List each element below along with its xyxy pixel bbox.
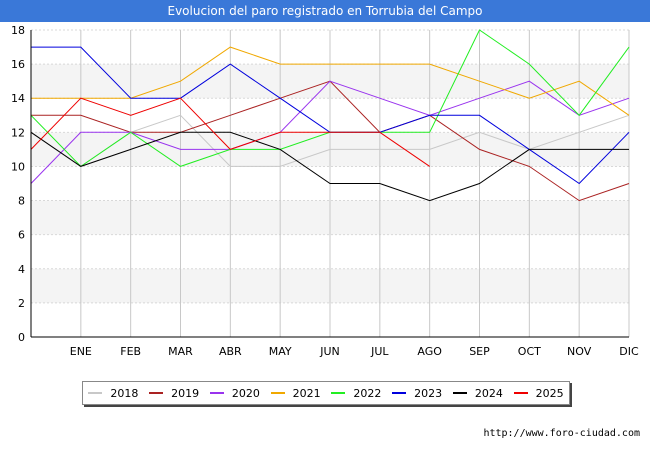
legend-item-2021: 2021 — [270, 386, 321, 400]
y-tick-label: 18 — [11, 24, 25, 37]
y-tick-label: 4 — [18, 263, 25, 276]
x-tick-label: SEP — [469, 345, 490, 358]
y-tick-label: 2 — [18, 297, 25, 310]
y-tick-label: 6 — [18, 229, 25, 242]
legend-label: 2023 — [414, 386, 443, 400]
legend-label: 2021 — [292, 386, 321, 400]
x-tick-label: JUN — [319, 345, 340, 358]
x-tick-label: ENE — [70, 345, 92, 358]
line-chart: 0 2 4 6 8 10 12 14 16 18 ENE FEB MAR ABR MAY JUN JUL AGO… — [11, 24, 639, 358]
legend-swatch — [209, 392, 224, 394]
x-axis-ticks: ENE FEB MAR ABR MAY JUN JUL AGO SEP OCT NOV DIC — [70, 345, 639, 358]
series-lines — [30, 29, 630, 202]
legend-label: 2019 — [171, 386, 200, 400]
legend-item-2019: 2019 — [149, 387, 199, 400]
legend-swatch — [452, 392, 467, 394]
legend-swatch — [513, 392, 528, 394]
legend: 2018 2019 2020 2021 2022 2023 2024 2025 — [82, 381, 570, 405]
series-line-2024 — [30, 131, 629, 202]
series-line-2025 — [30, 97, 430, 167]
x-tick-label: FEB — [120, 345, 141, 358]
legend-item-2024: 2024 — [452, 386, 503, 400]
x-tick-label: AGO — [417, 345, 442, 358]
chart-title: Evolucion del paro registrado en Torrubi… — [0, 0, 650, 22]
x-tick-label: DIC — [619, 345, 639, 358]
legend-item-2025: 2025 — [513, 386, 564, 400]
legend-label: 2022 — [353, 386, 382, 400]
legend-swatch — [149, 392, 164, 394]
y-tick-label: 0 — [18, 331, 25, 344]
legend-item-2022: 2022 — [331, 387, 381, 400]
x-tick-label: OCT — [518, 345, 541, 358]
legend-item-2018: 2018 — [88, 387, 138, 400]
legend-label: 2025 — [535, 386, 564, 400]
legend-label: 2018 — [110, 386, 139, 400]
y-tick-label: 8 — [18, 195, 25, 208]
legend-item-2023: 2023 — [392, 387, 442, 400]
x-tick-label: NOV — [567, 345, 592, 358]
y-axis-ticks: 0 2 4 6 8 10 12 14 16 18 — [11, 24, 25, 344]
legend-swatch — [331, 392, 346, 394]
legend-item-2020: 2020 — [209, 386, 260, 400]
source-url: http://www.foro-ciudad.com — [483, 428, 640, 439]
legend-label: 2024 — [474, 386, 503, 400]
x-tick-label: ABR — [219, 345, 242, 358]
legend-swatch — [88, 392, 103, 394]
legend-label: 2020 — [231, 386, 260, 400]
x-tick-label: JUL — [370, 345, 389, 358]
x-tick-label: MAR — [168, 345, 193, 358]
x-tick-label: MAY — [269, 345, 292, 358]
y-tick-label: 10 — [11, 160, 25, 173]
y-tick-label: 16 — [11, 58, 25, 71]
legend-swatch — [392, 392, 407, 394]
y-tick-label: 12 — [11, 126, 25, 139]
legend-swatch — [270, 392, 285, 394]
y-tick-label: 14 — [11, 92, 25, 105]
